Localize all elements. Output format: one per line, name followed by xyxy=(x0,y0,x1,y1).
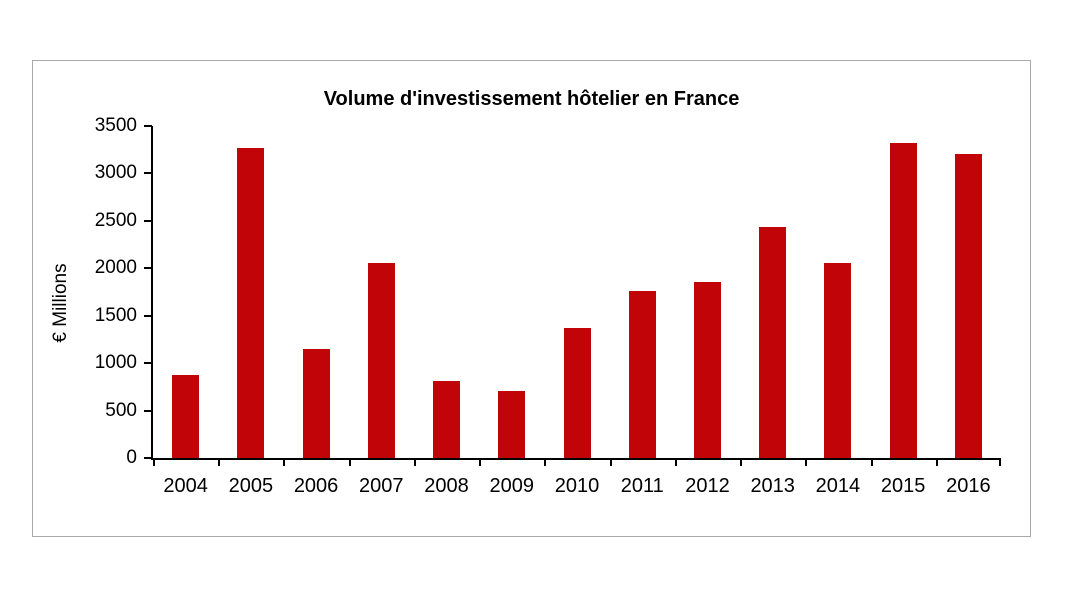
bar-2005 xyxy=(237,148,265,458)
y-axis-tick-label: 2500 xyxy=(94,209,137,231)
x-axis-tick-label: 2006 xyxy=(293,475,339,497)
x-axis-tick xyxy=(413,460,416,466)
x-axis-tick xyxy=(740,460,743,466)
x-axis-tick-label: 2014 xyxy=(815,475,861,497)
x-axis-tick-label: 2008 xyxy=(424,475,469,497)
x-axis-tick-label: 2004 xyxy=(163,475,208,497)
x-axis-tick xyxy=(153,460,155,466)
x-axis-tick-label: 2010 xyxy=(554,475,600,497)
x-axis-tick xyxy=(999,460,1001,466)
y-axis-tick xyxy=(144,457,152,459)
y-axis-tick xyxy=(144,267,152,270)
bar-2010 xyxy=(563,328,591,458)
y-axis-tick-label: 3000 xyxy=(94,162,137,184)
x-axis-tick xyxy=(935,460,938,466)
x-axis-tick-label: 2015 xyxy=(880,475,926,497)
x-axis-tick-label: 2011 xyxy=(620,475,664,497)
x-axis-tick-label: 2005 xyxy=(228,475,274,497)
x-axis-tick xyxy=(609,460,612,466)
bar-2013 xyxy=(759,227,787,458)
x-axis-tick xyxy=(348,460,351,466)
x-axis-tick xyxy=(805,460,808,466)
chart-frame: Volume d'investissement hôtelier en Fran… xyxy=(32,60,1031,537)
chart-title: Volume d'investissement hôtelier en Fran… xyxy=(323,88,740,110)
bar-2012 xyxy=(693,282,721,458)
y-axis-tick-label: 2000 xyxy=(94,257,137,279)
y-axis-tick xyxy=(144,409,152,412)
bar-2016 xyxy=(954,154,982,458)
x-axis-tick xyxy=(283,460,286,466)
bar-2014 xyxy=(824,263,852,458)
plot-area: 3500 3000 2500 2000 1500 1000 500 0 2004 2005 2006… xyxy=(95,115,1001,497)
x-axis-tick-label: 2007 xyxy=(359,475,404,497)
bar-2008 xyxy=(433,381,461,458)
x-axis-tick-label: 2013 xyxy=(750,475,795,497)
x-axis-tick-label: 2012 xyxy=(685,475,730,497)
bar-2004 xyxy=(172,375,200,458)
y-axis-tick-label: 1000 xyxy=(94,352,137,374)
bar-2015 xyxy=(889,143,917,458)
x-axis-tick xyxy=(218,460,221,466)
x-axis-tick xyxy=(479,460,482,466)
bar-2011 xyxy=(628,291,656,458)
y-axis-tick-label: 0 xyxy=(126,447,137,468)
x-axis-tick-label: 2009 xyxy=(489,475,535,497)
y-axis-tick-label: 1500 xyxy=(94,304,137,326)
y-axis-tick xyxy=(144,362,152,365)
y-axis-tick xyxy=(144,172,152,175)
y-axis-tick-label: 3500 xyxy=(94,115,137,136)
y-axis-tick-label: 500 xyxy=(105,399,137,421)
y-axis-tick xyxy=(144,219,152,222)
bar-2006 xyxy=(302,349,330,458)
y-axis-tick xyxy=(144,314,152,317)
x-axis-tick xyxy=(870,460,873,466)
y-axis-tick xyxy=(144,125,152,127)
bar-2009 xyxy=(498,391,526,458)
bar-2007 xyxy=(367,263,395,458)
x-axis-tick xyxy=(544,460,547,466)
x-axis-tick-label: 2016 xyxy=(946,475,991,497)
x-axis-tick xyxy=(674,460,677,466)
